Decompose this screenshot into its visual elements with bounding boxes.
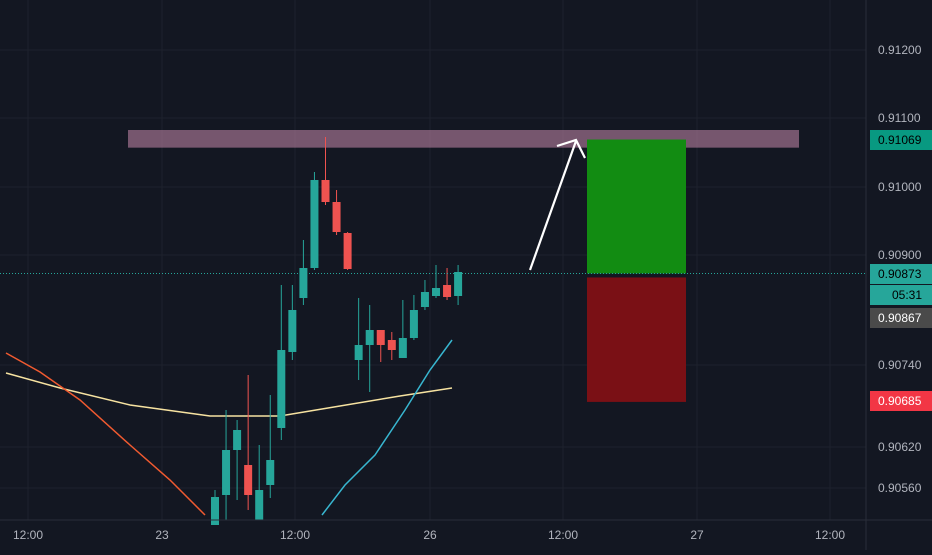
price-badge-bg bbox=[870, 264, 932, 284]
y-tick-label: 0.91200 bbox=[878, 43, 922, 57]
target-zone bbox=[587, 139, 686, 274]
resistance-zone-layer bbox=[128, 130, 799, 148]
arrow-shaft bbox=[528, 140, 578, 271]
price-badge-label: 0.91069 bbox=[878, 133, 922, 147]
y-tick-label: 0.91000 bbox=[878, 180, 922, 194]
candle-body bbox=[277, 350, 286, 428]
candle-body bbox=[420, 292, 429, 307]
candle-body bbox=[266, 460, 275, 485]
y-tick-label: 0.90740 bbox=[878, 358, 922, 372]
candle-body bbox=[398, 338, 407, 358]
candle-body bbox=[409, 310, 418, 338]
y-tick-label: 0.90560 bbox=[878, 481, 922, 495]
price-badge-label: 0.90873 bbox=[878, 267, 922, 281]
x-tick-label: 12:00 bbox=[548, 528, 578, 542]
grid bbox=[0, 0, 866, 520]
candle-body bbox=[454, 272, 463, 296]
price-badge: 0.90867 bbox=[870, 308, 932, 328]
price-badge-bg bbox=[870, 130, 932, 150]
price-badge: 0.91069 bbox=[870, 130, 932, 150]
long-position-tool[interactable] bbox=[587, 139, 686, 402]
x-tick-label: 26 bbox=[423, 528, 437, 542]
candle-body bbox=[332, 202, 341, 232]
moving-average-line-3 bbox=[321, 339, 453, 516]
candle-body bbox=[321, 180, 330, 202]
price-badge: 0.90685 bbox=[870, 391, 932, 411]
candle-body bbox=[387, 340, 396, 350]
x-tick-label: 12:00 bbox=[280, 528, 310, 542]
candle-body bbox=[299, 268, 308, 298]
x-tick-label: 12:00 bbox=[815, 528, 845, 542]
candle-body bbox=[310, 180, 319, 268]
price-badge-label: 0.90867 bbox=[878, 311, 922, 325]
candle-body bbox=[233, 430, 242, 450]
x-tick-label: 23 bbox=[155, 528, 169, 542]
moving-average-line-1 bbox=[5, 372, 453, 417]
candle-body bbox=[244, 465, 253, 495]
price-badge-bg bbox=[870, 308, 932, 328]
price-badges: 0.91069 0.90873 05:31 0.90867 0.90685 bbox=[870, 130, 932, 411]
candle-body bbox=[255, 490, 264, 520]
candle-body bbox=[365, 330, 374, 345]
price-badge-bg bbox=[870, 391, 932, 411]
y-tick-label: 0.90620 bbox=[878, 440, 922, 454]
candle-body bbox=[354, 345, 363, 360]
price-badge-label: 05:31 bbox=[892, 288, 922, 302]
candlesticks bbox=[211, 137, 463, 525]
stop-zone bbox=[587, 277, 686, 402]
candle-body bbox=[288, 310, 297, 352]
candle-body bbox=[343, 233, 352, 269]
candle-body bbox=[443, 285, 452, 297]
moving-averages bbox=[5, 339, 453, 516]
price-badge: 05:31 bbox=[870, 285, 932, 305]
projection-arrow[interactable] bbox=[528, 138, 586, 271]
price-badge-bg bbox=[870, 285, 932, 305]
candle-body bbox=[432, 288, 440, 296]
price-badge-label: 0.90685 bbox=[878, 394, 922, 408]
moving-average-line-2 bbox=[5, 352, 206, 516]
y-tick-label: 0.91100 bbox=[878, 111, 921, 125]
candle-body bbox=[211, 497, 219, 525]
arrow-head bbox=[556, 138, 586, 159]
price-badge: 0.90873 bbox=[870, 264, 932, 284]
x-tick-label: 12:00 bbox=[13, 528, 43, 542]
resistance-zone bbox=[128, 130, 799, 148]
candle-body bbox=[222, 450, 231, 495]
candle-body bbox=[376, 330, 385, 345]
x-tick-label: 27 bbox=[690, 528, 704, 542]
y-tick-label: 0.90900 bbox=[878, 248, 922, 262]
